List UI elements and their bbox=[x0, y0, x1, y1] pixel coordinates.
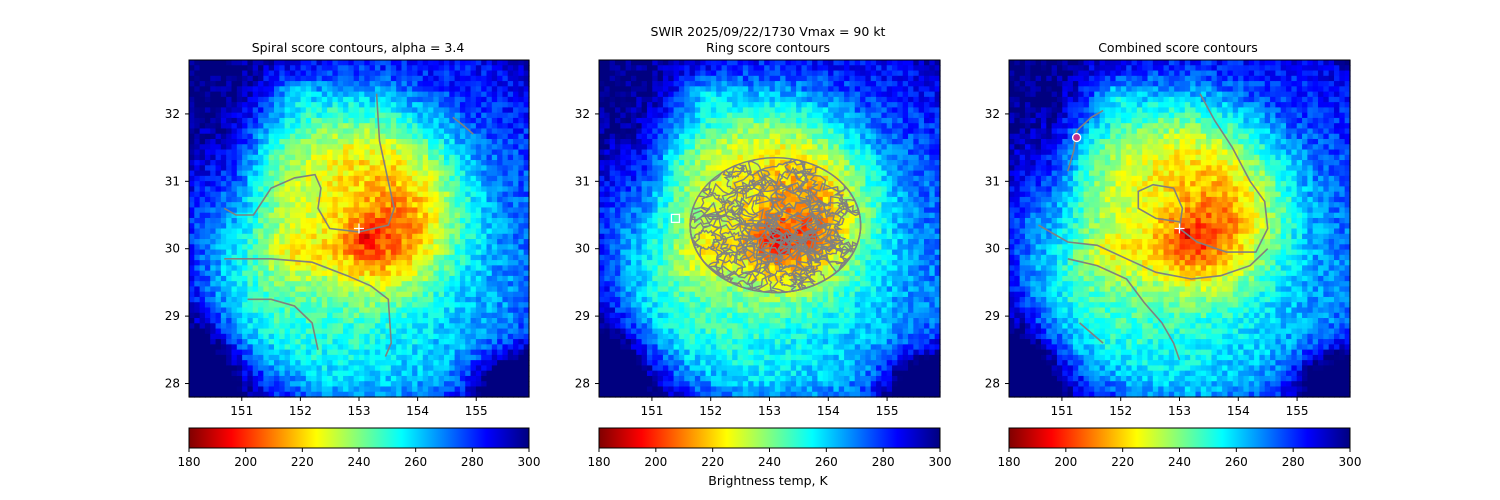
panel-ring: Ring score contours 151 152 153 154 155 28 29 3… bbox=[575, 40, 941, 418]
colorbar-tick-label: 220 bbox=[1111, 455, 1134, 469]
plot-area-combined: 151 152 153 154 155 28 29 30 31 32 bbox=[985, 59, 1351, 418]
x-tick-label: 155 bbox=[465, 404, 488, 418]
plot-area-ring: 151 152 153 154 155 28 29 30 31 32 bbox=[575, 59, 941, 418]
x-tick-label: 155 bbox=[1286, 404, 1309, 418]
y-tick-label: 31 bbox=[985, 174, 1000, 188]
temperature-field bbox=[1009, 60, 1351, 398]
x-tick-label: 154 bbox=[406, 404, 429, 418]
contour-line bbox=[713, 240, 769, 285]
x-tick-label: 151 bbox=[230, 404, 253, 418]
center-marker bbox=[1174, 223, 1185, 234]
colorbar-tick-label: 300 bbox=[929, 455, 952, 469]
plot-area-spiral: 151 152 153 154 155 28 29 30 31 32 bbox=[165, 59, 530, 418]
contour-line bbox=[1079, 322, 1104, 344]
colorbar-gradient bbox=[188, 427, 530, 449]
x-tick-label: 152 bbox=[1109, 404, 1132, 418]
x-tick-label: 155 bbox=[876, 404, 899, 418]
panel-spiral: Spiral score contours, alpha = 3.4 151 15… bbox=[165, 40, 530, 418]
colorbar-tick-label: 180 bbox=[178, 455, 201, 469]
x-tick-label: 153 bbox=[348, 404, 371, 418]
y-tick-label: 32 bbox=[985, 107, 1000, 121]
contour-line bbox=[1067, 109, 1104, 172]
colorbar-tick-label: 260 bbox=[815, 455, 838, 469]
x-tick-label: 151 bbox=[1050, 404, 1073, 418]
colorbar-tick-label: 260 bbox=[404, 455, 427, 469]
y-tick-label: 31 bbox=[165, 174, 180, 188]
colorbar-tick-label: 200 bbox=[234, 455, 257, 469]
colorbar-tick-label: 280 bbox=[872, 455, 895, 469]
colorbar-label: Brightness temp, K bbox=[708, 473, 828, 488]
contour-line bbox=[1137, 93, 1269, 253]
colorbar-tick-label: 260 bbox=[1225, 455, 1248, 469]
colorbar-tick-label: 220 bbox=[291, 455, 314, 469]
y-tick-label: 28 bbox=[985, 377, 1000, 391]
contour-line bbox=[709, 235, 749, 265]
contour-line bbox=[693, 207, 788, 279]
contour-line bbox=[711, 180, 821, 264]
colorbar-tick-label: 180 bbox=[588, 455, 611, 469]
contour-line bbox=[733, 210, 852, 294]
colorbar-tick-label: 200 bbox=[644, 455, 667, 469]
x-tick-label: 151 bbox=[640, 404, 663, 418]
contour-line bbox=[837, 201, 849, 211]
colorbar-tick-label: 220 bbox=[701, 455, 724, 469]
y-tick-label: 28 bbox=[575, 377, 590, 391]
temperature-field bbox=[189, 60, 530, 398]
x-tick-label: 152 bbox=[289, 404, 312, 418]
center-marker bbox=[670, 213, 681, 224]
contour-line bbox=[1038, 224, 1269, 280]
center-marker bbox=[354, 223, 364, 234]
y-tick-label: 32 bbox=[575, 107, 590, 121]
colorbar-tick-label: 300 bbox=[518, 455, 541, 469]
y-tick-label: 29 bbox=[985, 309, 1000, 323]
panel-title-spiral: Spiral score contours, alpha = 3.4 bbox=[252, 40, 465, 55]
y-tick-label: 30 bbox=[165, 242, 180, 256]
colorbar-tick-label: 200 bbox=[1054, 455, 1077, 469]
contour-line bbox=[1067, 258, 1181, 361]
contour-line bbox=[223, 93, 396, 233]
contour-line bbox=[689, 209, 775, 291]
colorbar-gradient bbox=[1008, 427, 1351, 449]
colorbar-tick-label: 180 bbox=[998, 455, 1021, 469]
x-tick-label: 154 bbox=[817, 404, 840, 418]
y-tick-label: 32 bbox=[165, 107, 180, 121]
ring-contours bbox=[689, 156, 862, 294]
colorbar-tick-label: 240 bbox=[758, 455, 781, 469]
colorbar-tick-label: 240 bbox=[348, 455, 371, 469]
contour-line bbox=[735, 166, 845, 260]
contour-line bbox=[733, 156, 849, 245]
colorbar-spiral: 180 200 220 240 260 280 300 bbox=[178, 427, 541, 469]
x-tick-label: 152 bbox=[699, 404, 722, 418]
x-tick-label: 153 bbox=[758, 404, 781, 418]
colorbar-gradient bbox=[598, 427, 941, 449]
contour-line bbox=[804, 200, 862, 254]
colorbar-combined: 180 200 220 240 260 280 300 bbox=[998, 427, 1362, 469]
x-tick-label: 153 bbox=[1168, 404, 1191, 418]
contour-line bbox=[247, 298, 319, 350]
x-tick-label: 154 bbox=[1227, 404, 1250, 418]
y-tick-label: 31 bbox=[575, 174, 590, 188]
panel-title-combined: Combined score contours bbox=[1098, 40, 1258, 55]
panel-combined: Combined score contours 151 152 153 154 155 2… bbox=[985, 40, 1351, 418]
contour-line bbox=[690, 228, 717, 250]
suptitle: SWIR 2025/09/22/1730 Vmax = 90 kt bbox=[651, 24, 886, 39]
colorbar-tick-label: 280 bbox=[1282, 455, 1305, 469]
contour-line bbox=[452, 116, 474, 135]
y-tick-label: 29 bbox=[165, 309, 180, 323]
secondary-marker bbox=[1071, 132, 1082, 143]
contour-line bbox=[715, 229, 749, 260]
contour-line bbox=[787, 182, 862, 264]
colorbar-tick-label: 240 bbox=[1168, 455, 1191, 469]
colorbar-tick-label: 280 bbox=[461, 455, 484, 469]
y-tick-label: 29 bbox=[575, 309, 590, 323]
y-tick-label: 28 bbox=[165, 377, 180, 391]
y-tick-label: 30 bbox=[575, 242, 590, 256]
y-tick-label: 30 bbox=[985, 242, 1000, 256]
panel-title-ring: Ring score contours bbox=[706, 40, 830, 55]
colorbar-tick-label: 300 bbox=[1339, 455, 1362, 469]
colorbar-ring: 180 200 220 240 260 280 300 bbox=[588, 427, 952, 469]
contour-line bbox=[751, 160, 819, 212]
contour-line bbox=[224, 258, 393, 357]
